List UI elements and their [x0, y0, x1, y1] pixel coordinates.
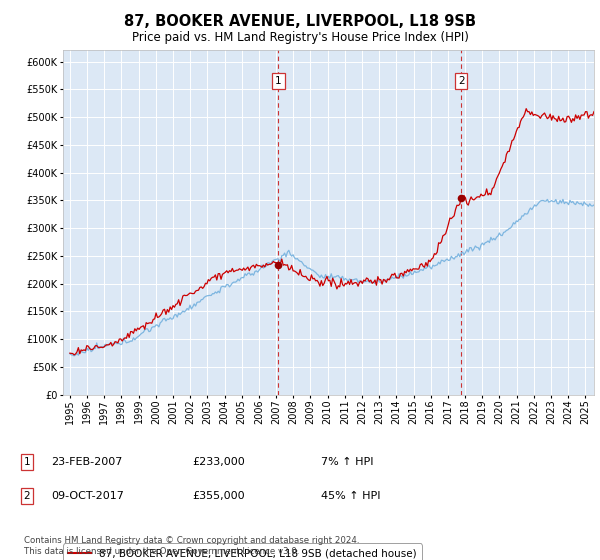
- Text: 23-FEB-2007: 23-FEB-2007: [51, 457, 122, 467]
- Text: Price paid vs. HM Land Registry's House Price Index (HPI): Price paid vs. HM Land Registry's House …: [131, 31, 469, 44]
- Text: £355,000: £355,000: [192, 491, 245, 501]
- Legend: 87, BOOKER AVENUE, LIVERPOOL, L18 9SB (detached house), HPI: Average price, deta: 87, BOOKER AVENUE, LIVERPOOL, L18 9SB (d…: [63, 543, 422, 560]
- Text: Contains HM Land Registry data © Crown copyright and database right 2024.
This d: Contains HM Land Registry data © Crown c…: [24, 536, 359, 556]
- Text: 45% ↑ HPI: 45% ↑ HPI: [321, 491, 380, 501]
- Text: 1: 1: [23, 457, 31, 467]
- Text: 2: 2: [458, 76, 464, 86]
- Text: £233,000: £233,000: [192, 457, 245, 467]
- Text: 7% ↑ HPI: 7% ↑ HPI: [321, 457, 373, 467]
- Text: 2: 2: [23, 491, 31, 501]
- Text: 09-OCT-2017: 09-OCT-2017: [51, 491, 124, 501]
- Text: 1: 1: [275, 76, 282, 86]
- Text: 87, BOOKER AVENUE, LIVERPOOL, L18 9SB: 87, BOOKER AVENUE, LIVERPOOL, L18 9SB: [124, 14, 476, 29]
